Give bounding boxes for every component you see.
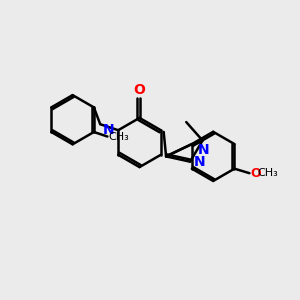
- Text: N: N: [103, 123, 115, 136]
- Text: CH₃: CH₃: [258, 168, 279, 178]
- Text: O: O: [251, 167, 261, 180]
- Text: N: N: [198, 143, 210, 158]
- Text: CH₃: CH₃: [108, 131, 129, 142]
- Text: O: O: [134, 83, 146, 97]
- Text: N: N: [194, 155, 205, 169]
